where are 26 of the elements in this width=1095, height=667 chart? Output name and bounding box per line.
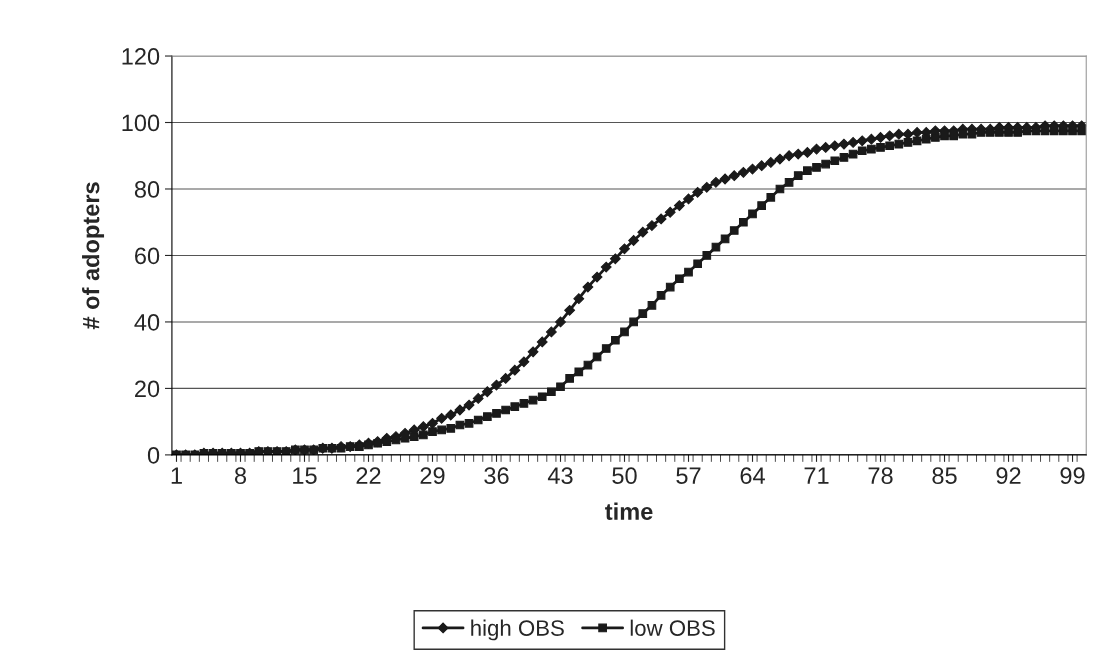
x-tick-label: 57 — [676, 467, 701, 485]
x-axis-title: time — [605, 502, 653, 520]
y-tick-label: 20 — [135, 380, 160, 398]
x-tick-label: 92 — [996, 467, 1021, 485]
y-tick-label: 80 — [134, 181, 160, 198]
x-tick-label: 99 — [1060, 467, 1085, 485]
x-tick-label: 36 — [484, 467, 509, 485]
x-tick-label: 1 — [171, 467, 182, 484]
x-tick-label: 78 — [868, 467, 893, 485]
y-tick-label: 60 — [135, 247, 160, 265]
x-tick-label: 50 — [612, 467, 637, 485]
y-tick-label: 40 — [134, 314, 160, 331]
y-tick-label: 120 — [122, 48, 160, 65]
x-tick-label: 22 — [356, 467, 381, 484]
y-axis-title: # of adopters — [82, 182, 105, 330]
x-tick-label: 43 — [547, 467, 573, 485]
x-tick-label: 85 — [932, 467, 957, 485]
y-tick-label: 0 — [147, 446, 160, 464]
x-tick-label: 15 — [293, 467, 317, 485]
legend-label: low OBS — [630, 619, 715, 636]
x-tick-label: 71 — [804, 467, 829, 484]
y-tick-label: 100 — [122, 114, 160, 132]
x-tick-label: 8 — [234, 467, 247, 485]
x-tick-label: 29 — [420, 467, 445, 485]
x-tick-label: 64 — [740, 467, 765, 485]
legend-label: high OBS — [471, 619, 564, 641]
